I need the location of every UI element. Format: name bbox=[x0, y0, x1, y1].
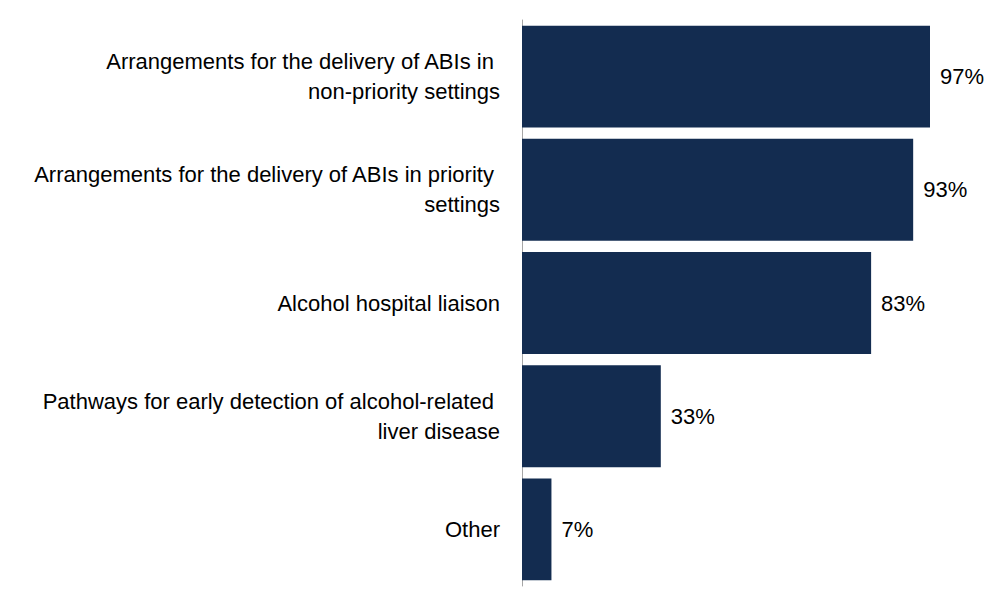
svg-text:settings: settings bbox=[424, 192, 500, 217]
svg-text:Other: Other bbox=[445, 517, 500, 542]
svg-text:97%: 97% bbox=[940, 64, 984, 89]
svg-text:Arrangements for the delivery: Arrangements for the delivery of ABIs in bbox=[106, 49, 500, 74]
svg-text:7%: 7% bbox=[561, 517, 593, 542]
svg-text:83%: 83% bbox=[881, 291, 925, 316]
svg-text:non-priority settings: non-priority settings bbox=[308, 79, 500, 104]
svg-text:33%: 33% bbox=[671, 404, 715, 429]
svg-text:Arrangements for the delivery: Arrangements for the delivery of ABIs in… bbox=[34, 162, 500, 187]
svg-text:Alcohol hospital liaison: Alcohol hospital liaison bbox=[277, 291, 500, 316]
svg-text:93%: 93% bbox=[923, 177, 967, 202]
svg-text:liver disease: liver disease bbox=[378, 419, 500, 444]
svg-text:Pathways for early detection o: Pathways for early detection of alcohol-… bbox=[43, 389, 500, 414]
